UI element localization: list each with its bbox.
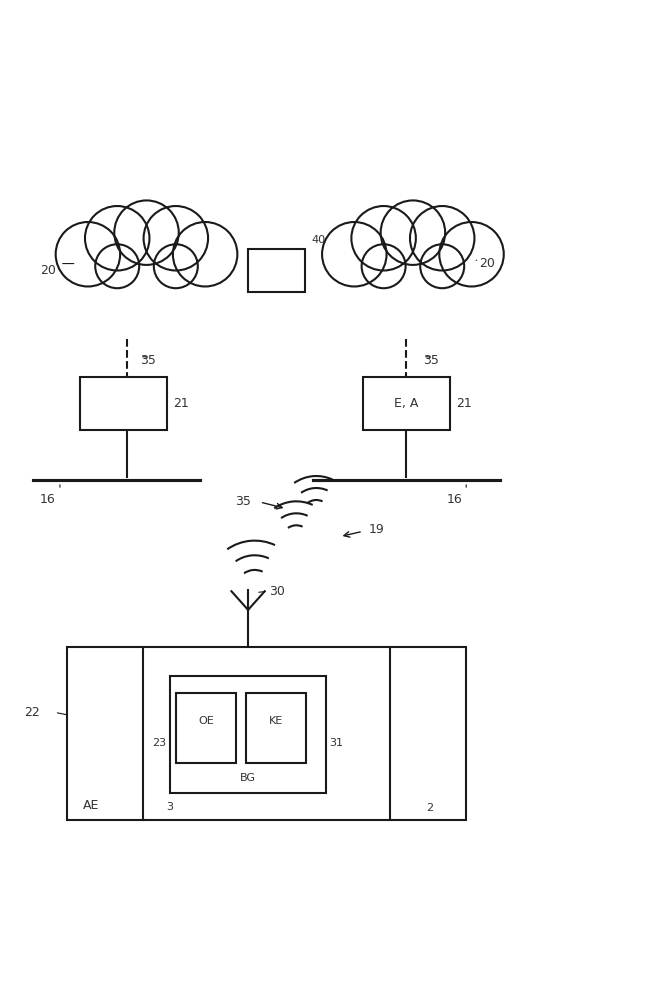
- FancyBboxPatch shape: [67, 647, 466, 820]
- Text: OE: OE: [198, 716, 214, 726]
- Circle shape: [420, 244, 464, 288]
- Text: 35: 35: [235, 495, 251, 508]
- Text: 22: 22: [24, 706, 40, 719]
- Text: 23: 23: [153, 738, 166, 748]
- FancyBboxPatch shape: [363, 377, 450, 430]
- Text: BG: BG: [240, 773, 256, 783]
- Circle shape: [154, 244, 198, 288]
- Text: E, A: E, A: [394, 397, 418, 410]
- Text: 40: 40: [311, 235, 326, 245]
- Circle shape: [440, 222, 503, 286]
- Circle shape: [173, 222, 237, 286]
- Text: AE: AE: [83, 799, 100, 812]
- Text: 30: 30: [269, 585, 285, 598]
- Circle shape: [95, 244, 139, 288]
- Text: 35: 35: [423, 354, 439, 367]
- Circle shape: [322, 222, 386, 286]
- Circle shape: [56, 222, 120, 286]
- Text: 3: 3: [166, 802, 173, 812]
- Text: 16: 16: [446, 493, 462, 506]
- Text: 21: 21: [173, 397, 189, 410]
- Circle shape: [85, 206, 149, 270]
- Text: 21: 21: [456, 397, 472, 410]
- Circle shape: [352, 206, 416, 270]
- FancyBboxPatch shape: [170, 676, 326, 793]
- Text: 31: 31: [330, 738, 344, 748]
- Text: 20: 20: [40, 264, 56, 277]
- Circle shape: [115, 200, 178, 265]
- Text: 2: 2: [426, 803, 434, 813]
- Circle shape: [144, 206, 208, 270]
- FancyBboxPatch shape: [246, 693, 306, 763]
- Text: KE: KE: [269, 716, 284, 726]
- Circle shape: [362, 244, 406, 288]
- Circle shape: [381, 200, 445, 265]
- Text: 16: 16: [40, 493, 56, 506]
- Text: 35: 35: [140, 354, 156, 367]
- FancyBboxPatch shape: [80, 377, 166, 430]
- Circle shape: [410, 206, 474, 270]
- Text: 20: 20: [480, 257, 496, 270]
- FancyBboxPatch shape: [176, 693, 236, 763]
- Text: 19: 19: [368, 523, 384, 536]
- FancyBboxPatch shape: [248, 249, 304, 292]
